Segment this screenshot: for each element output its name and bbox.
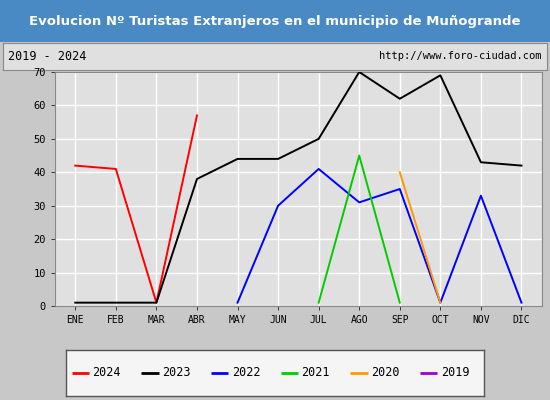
Text: 2021: 2021 xyxy=(301,366,330,380)
Text: 2024: 2024 xyxy=(92,366,121,380)
Text: 2022: 2022 xyxy=(232,366,260,380)
Text: 2019: 2019 xyxy=(441,366,469,380)
Text: 2019 - 2024: 2019 - 2024 xyxy=(8,50,86,63)
Text: 2020: 2020 xyxy=(371,366,400,380)
Text: Evolucion Nº Turistas Extranjeros en el municipio de Muñogrande: Evolucion Nº Turistas Extranjeros en el … xyxy=(29,14,521,28)
Text: 2023: 2023 xyxy=(162,366,191,380)
Text: http://www.foro-ciudad.com: http://www.foro-ciudad.com xyxy=(379,51,542,61)
